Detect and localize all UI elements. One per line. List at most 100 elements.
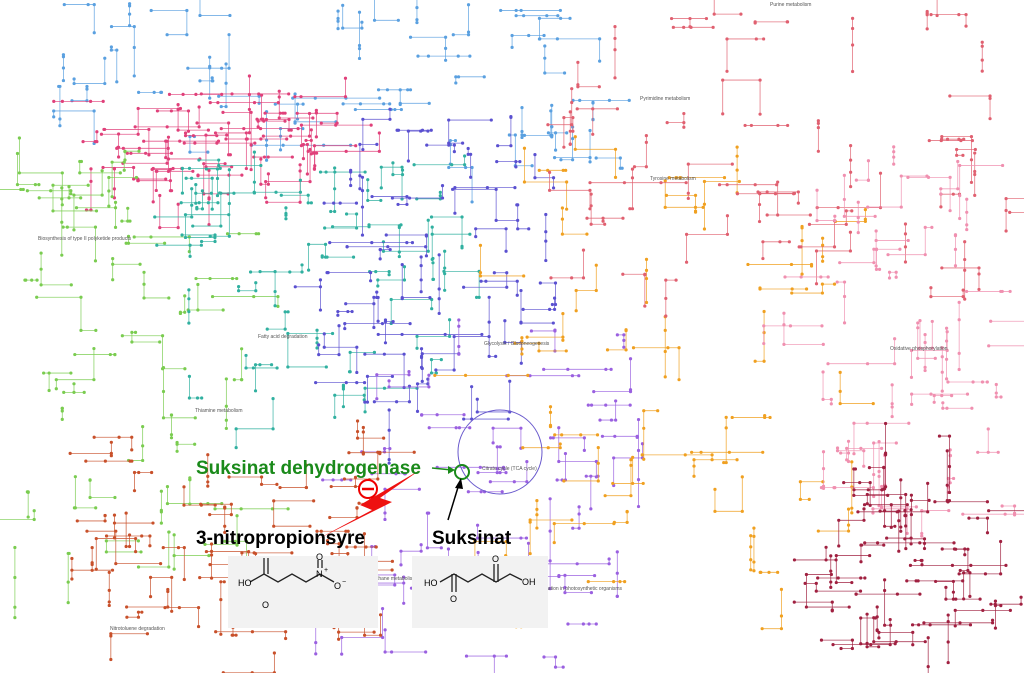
compound-node bbox=[713, 487, 717, 491]
inhibitor-bonds bbox=[249, 558, 335, 583]
compound-node bbox=[343, 322, 347, 326]
compound-node bbox=[883, 578, 887, 582]
compound-node bbox=[899, 205, 903, 209]
compound-node bbox=[397, 254, 401, 259]
pathway-line bbox=[577, 108, 618, 135]
compound-node bbox=[937, 434, 942, 438]
compound-node bbox=[926, 665, 930, 669]
compound-node bbox=[956, 159, 960, 164]
compound-node bbox=[973, 147, 977, 152]
compound-node bbox=[692, 474, 696, 478]
compound-node bbox=[164, 177, 168, 181]
compound-node bbox=[314, 381, 318, 385]
compound-node bbox=[237, 284, 241, 289]
compound-node bbox=[520, 336, 524, 340]
compound-node bbox=[115, 48, 119, 52]
pathway-line bbox=[904, 538, 925, 549]
compound-node bbox=[934, 579, 938, 584]
compound-node bbox=[550, 135, 554, 139]
pathway-line bbox=[940, 161, 959, 195]
compound-node bbox=[945, 330, 949, 334]
compound-node bbox=[318, 308, 323, 312]
compound-node bbox=[341, 387, 346, 391]
compound-node bbox=[973, 151, 977, 155]
compound-node bbox=[94, 567, 98, 571]
compound-node bbox=[1004, 563, 1008, 567]
pathway-line bbox=[878, 631, 914, 645]
compound-node bbox=[957, 13, 961, 17]
compound-node bbox=[1008, 210, 1012, 214]
compound-node bbox=[533, 153, 537, 157]
compound-node bbox=[275, 482, 279, 486]
compound-node bbox=[252, 101, 257, 105]
pathway-line bbox=[70, 442, 112, 456]
compound-node bbox=[130, 330, 134, 334]
compound-node bbox=[199, 239, 204, 244]
compound-node bbox=[88, 478, 92, 482]
compound-node bbox=[456, 54, 460, 58]
pathway-line bbox=[131, 331, 160, 343]
compound-node bbox=[947, 464, 952, 469]
pathway-line bbox=[791, 283, 835, 294]
compound-node bbox=[1000, 504, 1004, 508]
pathway-line bbox=[297, 112, 338, 124]
pathway-line bbox=[488, 297, 496, 357]
compound-node bbox=[426, 129, 430, 133]
compound-node bbox=[505, 271, 509, 275]
compound-node bbox=[447, 318, 452, 322]
pathway-line bbox=[431, 359, 442, 374]
compound-node bbox=[909, 348, 914, 353]
compound-node bbox=[117, 132, 121, 136]
compound-node bbox=[492, 271, 496, 275]
pathway-line bbox=[71, 86, 88, 102]
compound-node bbox=[618, 580, 622, 584]
compound-node bbox=[468, 232, 472, 236]
compound-node bbox=[403, 472, 407, 476]
arrowhead bbox=[448, 466, 455, 474]
compound-node bbox=[588, 160, 592, 164]
compound-node bbox=[559, 158, 563, 162]
compound-node bbox=[909, 498, 913, 502]
compound-node bbox=[977, 266, 981, 270]
compound-node bbox=[872, 616, 876, 620]
compound-node bbox=[333, 187, 337, 191]
pathway-line bbox=[257, 95, 263, 120]
compound-node bbox=[836, 206, 840, 210]
pathway-line bbox=[837, 448, 865, 467]
compound-node bbox=[434, 371, 438, 375]
compound-node bbox=[923, 253, 927, 257]
compound-node bbox=[800, 224, 804, 229]
compound-node bbox=[393, 107, 397, 112]
atom: O bbox=[450, 594, 457, 604]
compound-node bbox=[563, 591, 567, 595]
compound-node bbox=[155, 243, 159, 247]
compound-node bbox=[950, 394, 954, 398]
pathway-line bbox=[930, 287, 964, 298]
compound-node bbox=[833, 218, 837, 223]
compound-node bbox=[376, 319, 380, 323]
compound-node bbox=[197, 125, 201, 129]
compound-node bbox=[852, 488, 856, 492]
compound-node bbox=[516, 227, 520, 231]
compound-node bbox=[466, 490, 470, 494]
pathway-line bbox=[758, 191, 799, 204]
compound-node bbox=[873, 214, 877, 218]
pathway-line bbox=[73, 58, 106, 84]
compound-node bbox=[990, 621, 995, 625]
compound-node bbox=[184, 176, 188, 180]
compound-node bbox=[338, 201, 342, 205]
compound-node bbox=[628, 207, 632, 211]
compound-node bbox=[906, 175, 910, 179]
compound-node bbox=[570, 87, 574, 91]
pathway-line bbox=[822, 371, 832, 404]
pathway-line bbox=[308, 132, 380, 152]
compound-node bbox=[664, 296, 668, 301]
compound-node bbox=[187, 297, 191, 301]
compound-node bbox=[227, 121, 231, 125]
compound-node bbox=[521, 307, 525, 311]
compound-node bbox=[224, 404, 228, 408]
pathway-line bbox=[664, 180, 704, 208]
compound-node bbox=[424, 234, 429, 238]
compound-node bbox=[641, 481, 645, 486]
compound-node bbox=[875, 541, 880, 545]
